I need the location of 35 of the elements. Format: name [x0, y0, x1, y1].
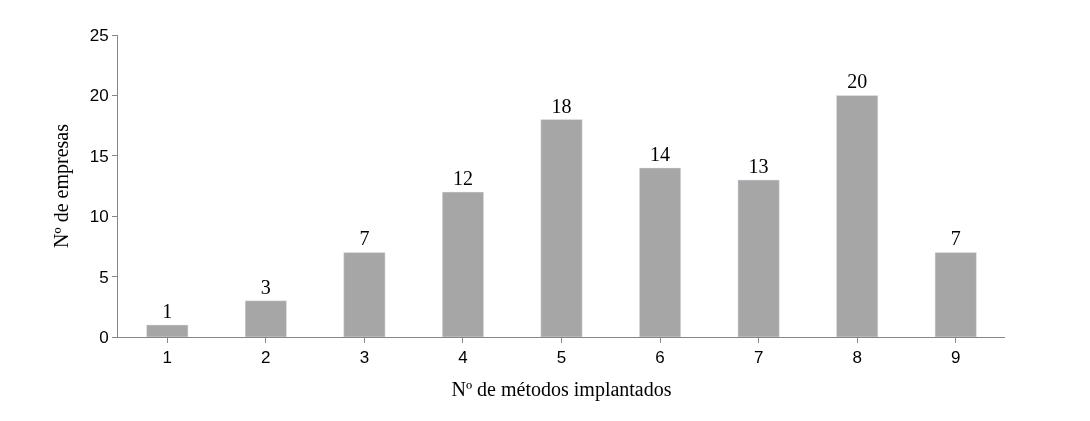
x-tick-label: 6 [655, 348, 665, 368]
x-tick-label: 8 [852, 348, 862, 368]
data-label: 13 [748, 154, 769, 177]
x-tick-label: 4 [458, 348, 468, 368]
bar [639, 167, 681, 337]
x-axis-title: Nº de métodos implantados [451, 377, 672, 401]
data-label: 20 [847, 70, 868, 93]
data-label: 1 [162, 299, 173, 322]
bar [934, 252, 977, 337]
bar [442, 191, 484, 337]
x-tick-label: 3 [359, 348, 370, 368]
x-tick-label: 1 [162, 348, 173, 368]
y-tick-label: 10 [89, 207, 109, 227]
x-tick-label: 2 [261, 348, 271, 368]
bar [836, 95, 879, 337]
data-label: 12 [452, 167, 473, 190]
y-tick-label: 5 [99, 267, 109, 287]
x-tick-label: 7 [753, 348, 764, 368]
y-axis-title: Nº de empresas [50, 123, 74, 248]
data-label: 7 [359, 227, 370, 250]
data-label: 14 [650, 142, 671, 165]
bar [146, 324, 189, 337]
bar [737, 179, 780, 337]
data-label: 7 [950, 227, 961, 250]
data-label: 3 [260, 275, 271, 298]
bar [343, 252, 386, 337]
y-tick-label: 0 [99, 327, 109, 347]
x-tick-label: 5 [556, 348, 567, 368]
x-tick-label: 9 [950, 348, 961, 368]
y-tick-label: 15 [89, 146, 109, 166]
bar [540, 119, 583, 337]
bar [244, 300, 287, 337]
y-tick-label: 20 [89, 86, 109, 106]
y-tick-label: 25 [89, 25, 109, 45]
data-label: 18 [551, 94, 572, 117]
